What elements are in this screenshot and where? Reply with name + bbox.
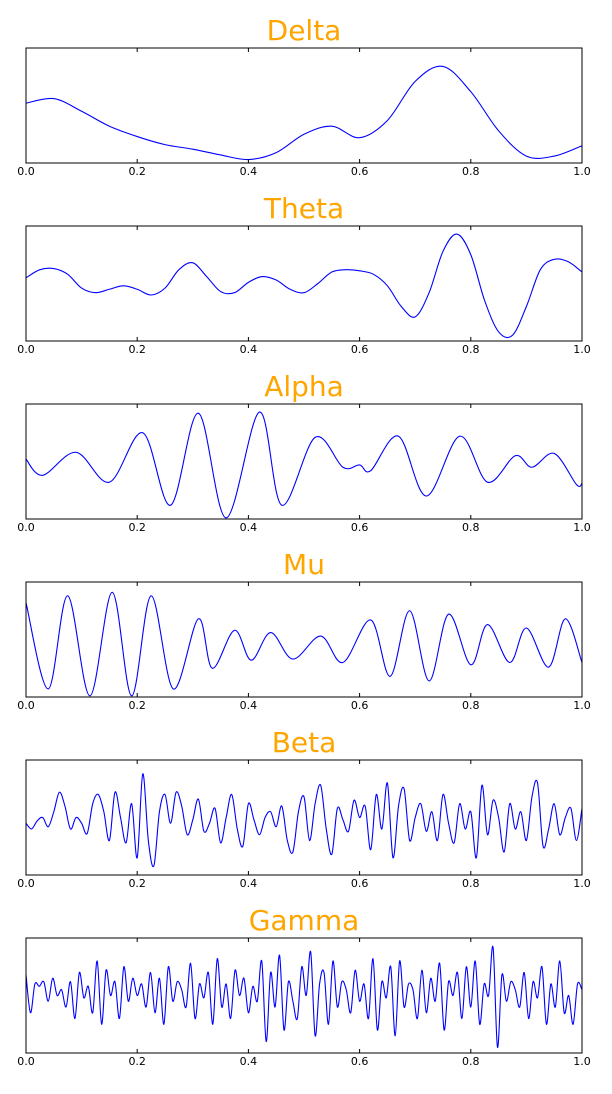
x-tick-label: 0.0 [17, 343, 35, 356]
x-tick-label: 0.8 [462, 699, 480, 712]
x-tick-label: 0.4 [240, 877, 258, 890]
x-tick-label: 0.4 [240, 699, 258, 712]
x-tick-label: 0.4 [240, 1055, 258, 1068]
x-tick-label: 1.0 [573, 165, 591, 178]
x-tick-label: 0.6 [351, 521, 369, 534]
chart-title: Alpha [264, 370, 344, 403]
x-tick-label: 0.8 [462, 1055, 480, 1068]
x-tick-label: 1.0 [573, 343, 591, 356]
axes-frame [25, 581, 583, 698]
x-tick-label: 0.2 [128, 1055, 146, 1068]
x-tick-label: 0.4 [240, 521, 258, 534]
x-tick-label: 0.0 [17, 877, 35, 890]
x-tick-label: 0.8 [462, 521, 480, 534]
x-tick-label: 0.2 [128, 165, 146, 178]
x-tick-label: 0.0 [17, 521, 35, 534]
x-tick-label: 1.0 [573, 877, 591, 890]
chart-title: Gamma [249, 904, 360, 937]
x-tick-label: 1.0 [573, 1055, 591, 1068]
x-tick-label: 0.4 [240, 343, 258, 356]
chart-title: Delta [267, 14, 342, 47]
chart-title: Beta [272, 726, 337, 759]
x-tick-label: 0.6 [351, 343, 369, 356]
signal-line [26, 773, 582, 868]
axes-frame [25, 759, 583, 876]
x-tick-label: 0.6 [351, 165, 369, 178]
x-tick-label: 0.8 [462, 343, 480, 356]
axes-frame [25, 937, 583, 1054]
x-tick-label: 0.6 [351, 1055, 369, 1068]
axes-frame [25, 403, 583, 520]
x-tick-label: 0.2 [128, 699, 146, 712]
x-tick-label: 0.2 [128, 521, 146, 534]
x-tick-label: 0.6 [351, 877, 369, 890]
x-tick-label: 0.8 [462, 165, 480, 178]
chart-title: Theta [263, 192, 344, 225]
signal-line [26, 233, 582, 339]
x-tick-label: 0.8 [462, 877, 480, 890]
x-tick-label: 0.4 [240, 165, 258, 178]
signal-line [26, 945, 582, 1048]
x-tick-label: 1.0 [573, 521, 591, 534]
chart-title: Mu [283, 548, 325, 581]
signal-line [26, 411, 582, 519]
axes-frame [25, 225, 583, 342]
x-tick-label: 0.2 [128, 877, 146, 890]
x-tick-label: 0.2 [128, 343, 146, 356]
x-tick-label: 0.0 [17, 165, 35, 178]
signal-line [26, 65, 582, 161]
x-tick-label: 0.6 [351, 699, 369, 712]
x-tick-label: 0.0 [17, 699, 35, 712]
signal-line [26, 591, 582, 697]
x-tick-label: 1.0 [573, 699, 591, 712]
x-tick-label: 0.0 [17, 1055, 35, 1068]
axes-frame [25, 47, 583, 164]
